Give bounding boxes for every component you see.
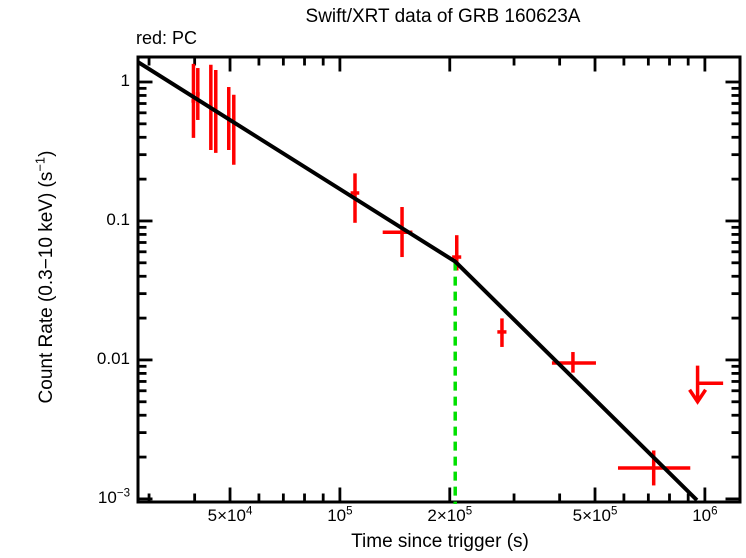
y-tick-label-0: 1 [120,70,130,90]
mode-legend-label: red: PC [136,28,198,48]
x-tick-label-2: 2×105 [427,505,473,525]
x-tick-label-3: 5×105 [572,505,618,525]
chart-title: Swift/XRT data of GRB 160623A [305,6,581,27]
fit-line [136,60,699,502]
x-tick-label-0: 5×104 [207,505,253,525]
plot-frame [136,55,742,504]
x-tick-label-1: 105 [327,505,353,525]
x-axis-label: Time since trigger (s) [351,531,529,552]
upper-limit-arrowhead-icon [688,388,708,405]
x-tick-label-4: 106 [692,505,718,525]
y-tick-label-3: 10−3 [97,487,130,507]
y-tick-label-2: 0.01 [96,348,130,368]
y-tick-label-1: 0.1 [106,209,130,229]
